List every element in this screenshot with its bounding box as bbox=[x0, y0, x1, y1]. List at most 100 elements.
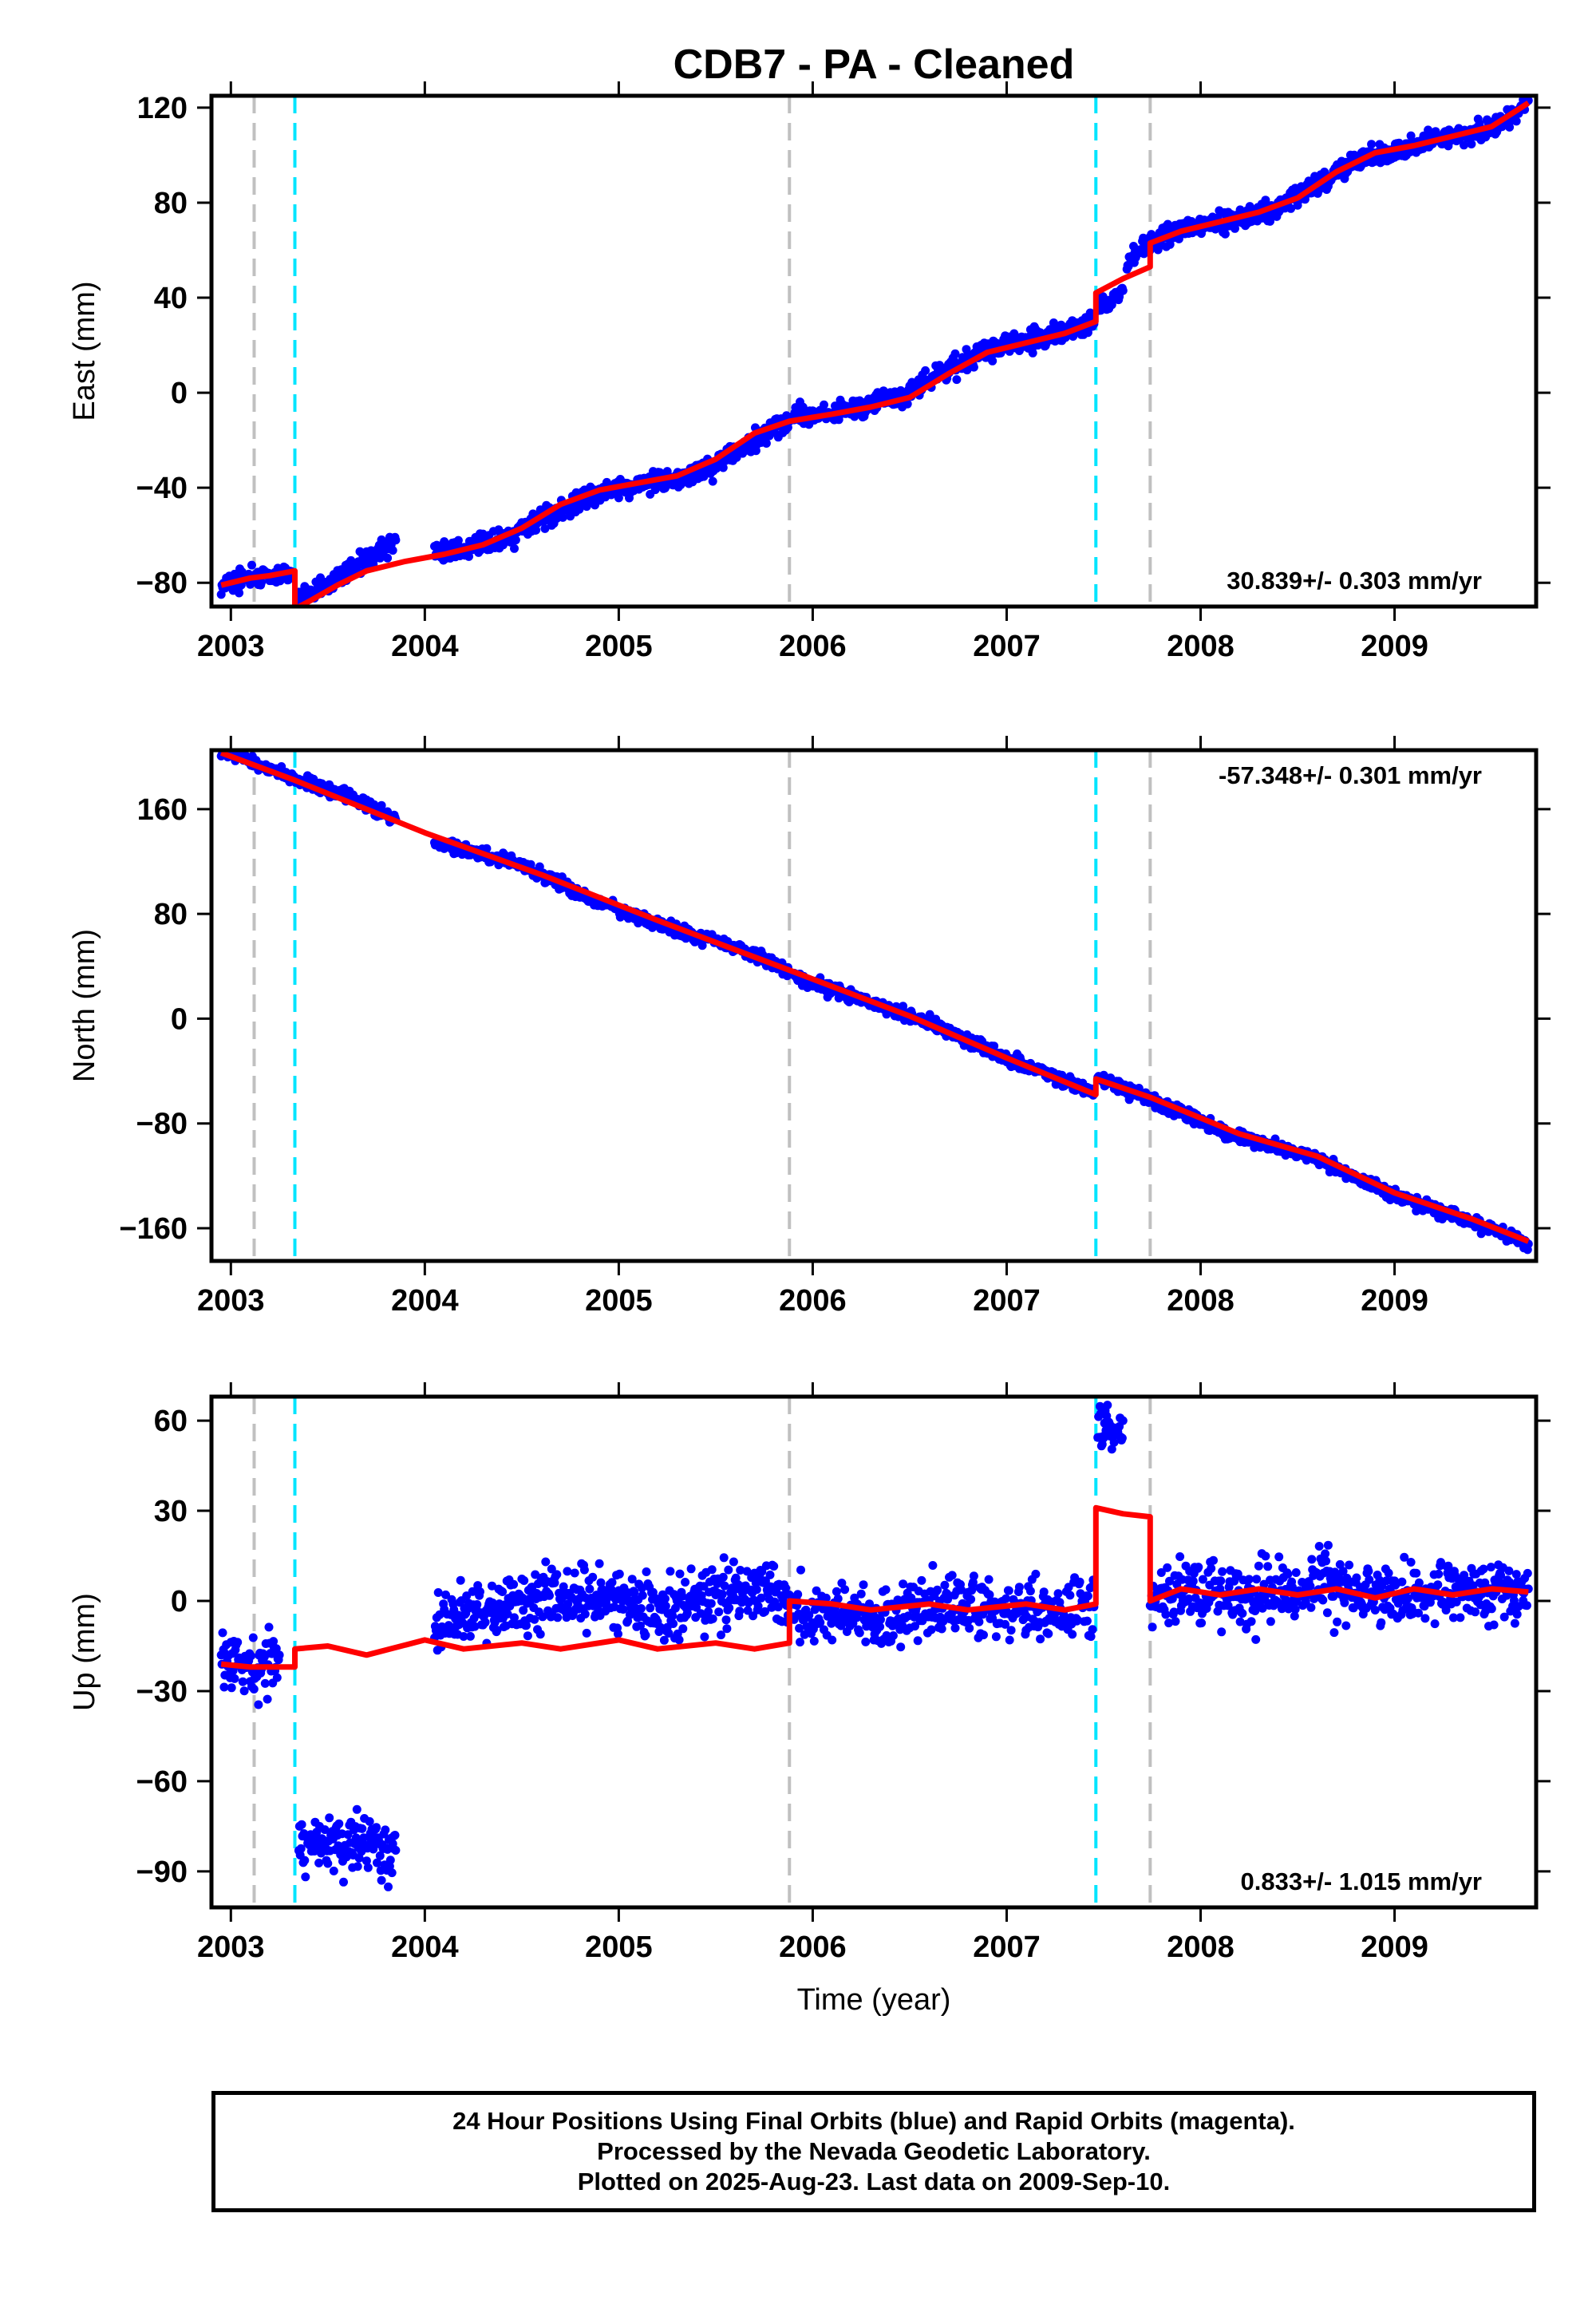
data-point bbox=[943, 1595, 953, 1604]
data-point bbox=[708, 1614, 717, 1623]
data-point bbox=[384, 1882, 393, 1891]
data-point bbox=[523, 1631, 532, 1641]
data-point bbox=[519, 1576, 529, 1585]
data-point bbox=[238, 1677, 247, 1686]
data-point bbox=[1329, 1591, 1338, 1601]
data-point bbox=[630, 1588, 639, 1598]
data-point bbox=[563, 1599, 573, 1609]
data-point bbox=[1039, 1587, 1049, 1597]
data-point bbox=[938, 1617, 948, 1626]
panel-north: 2003 2004 2005 2006 2007 2008 2009−160−8008016… bbox=[68, 736, 1551, 1318]
data-point bbox=[979, 1630, 988, 1640]
data-point bbox=[391, 536, 401, 545]
data-point bbox=[1290, 1605, 1300, 1614]
data-point bbox=[752, 1585, 761, 1595]
data-point bbox=[707, 1565, 717, 1575]
y-tick-label: 80 bbox=[154, 187, 188, 220]
data-point bbox=[991, 1632, 1001, 1642]
data-point bbox=[840, 1585, 850, 1595]
data-point bbox=[1004, 1586, 1013, 1595]
data-point bbox=[1460, 140, 1468, 150]
data-point bbox=[545, 1591, 554, 1600]
x-tick-label: 2003 bbox=[197, 1284, 265, 1318]
data-point bbox=[1251, 1634, 1261, 1644]
data-point bbox=[503, 1609, 512, 1618]
data-point bbox=[1165, 239, 1175, 249]
data-point bbox=[300, 1856, 310, 1865]
data-point bbox=[522, 1621, 531, 1630]
velocity-label: -57.348+/- 0.301 mm/yr bbox=[1219, 761, 1482, 789]
data-point bbox=[896, 1642, 906, 1652]
data-point bbox=[593, 1603, 602, 1613]
data-point bbox=[899, 1579, 908, 1589]
data-point bbox=[881, 1585, 891, 1595]
data-point bbox=[903, 399, 912, 409]
data-point bbox=[668, 1611, 678, 1621]
data-point bbox=[585, 1584, 595, 1594]
data-point bbox=[363, 1863, 373, 1872]
data-point bbox=[1414, 1578, 1424, 1587]
data-point bbox=[678, 1591, 687, 1601]
data-point bbox=[373, 1858, 381, 1867]
data-point bbox=[717, 1630, 725, 1640]
data-point bbox=[1246, 1617, 1256, 1626]
data-point bbox=[1171, 1617, 1180, 1626]
data-point bbox=[796, 1638, 804, 1647]
data-point bbox=[940, 1580, 950, 1590]
data-point bbox=[264, 1622, 274, 1632]
data-point bbox=[1434, 1569, 1444, 1579]
x-tick-label: 2004 bbox=[391, 1284, 459, 1318]
data-point bbox=[375, 1851, 385, 1860]
data-point bbox=[1044, 1629, 1053, 1638]
data-point bbox=[1163, 219, 1172, 229]
data-point bbox=[353, 1862, 362, 1871]
data-point bbox=[314, 1858, 324, 1867]
data-point bbox=[917, 1575, 926, 1585]
data-point bbox=[456, 1575, 465, 1585]
data-point bbox=[1367, 140, 1377, 149]
data-point bbox=[1238, 1609, 1247, 1618]
data-point bbox=[664, 1629, 674, 1638]
data-point bbox=[1329, 1628, 1339, 1638]
data-point bbox=[570, 1568, 579, 1578]
data-point bbox=[974, 1617, 984, 1626]
data-point bbox=[888, 1631, 898, 1640]
data-point bbox=[1163, 1563, 1172, 1572]
data-point bbox=[248, 1633, 258, 1642]
data-point bbox=[558, 512, 567, 522]
x-tick-label: 2004 bbox=[391, 630, 459, 663]
data-point bbox=[1258, 1603, 1267, 1613]
data-point bbox=[247, 560, 256, 570]
data-point bbox=[795, 1623, 804, 1633]
data-point bbox=[301, 1872, 310, 1882]
data-point bbox=[465, 1631, 475, 1641]
data-point bbox=[254, 1700, 263, 1709]
data-point bbox=[1274, 1552, 1284, 1562]
x-tick-label: 2006 bbox=[779, 630, 847, 663]
data-point bbox=[1235, 1617, 1245, 1626]
data-point bbox=[1288, 1583, 1297, 1592]
data-point bbox=[488, 1581, 496, 1591]
velocity-label: 30.839+/- 0.303 mm/yr bbox=[1227, 567, 1482, 595]
data-point bbox=[1307, 1555, 1317, 1564]
data-point bbox=[233, 1638, 243, 1647]
data-point bbox=[1109, 1437, 1119, 1447]
x-tick-label: 2009 bbox=[1361, 1284, 1428, 1318]
observation-points bbox=[216, 1397, 1533, 1891]
data-point bbox=[511, 536, 520, 545]
data-point bbox=[957, 1585, 966, 1595]
data-point bbox=[219, 1682, 229, 1692]
data-point bbox=[297, 1820, 306, 1829]
x-tick-label: 2008 bbox=[1167, 630, 1235, 663]
data-point bbox=[339, 1877, 348, 1887]
data-point bbox=[697, 941, 707, 951]
data-point bbox=[1338, 1567, 1348, 1576]
data-point bbox=[1083, 1591, 1092, 1601]
data-point bbox=[1400, 1552, 1409, 1562]
data-point bbox=[636, 1621, 645, 1630]
data-point bbox=[510, 543, 519, 553]
data-point bbox=[540, 524, 550, 533]
data-point bbox=[385, 1856, 395, 1865]
data-point bbox=[1198, 1575, 1207, 1584]
